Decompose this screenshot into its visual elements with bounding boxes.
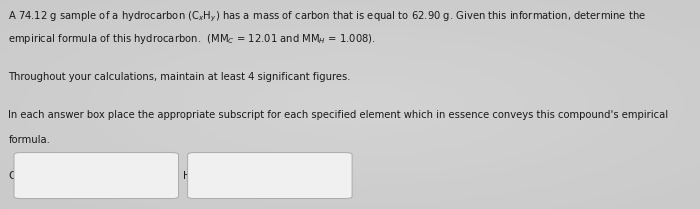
- Text: C: C: [8, 171, 16, 181]
- FancyBboxPatch shape: [188, 153, 352, 199]
- Text: A 74.12 g sample of a hydrocarbon (C$_x$H$_y$) has a mass of carbon that is equa: A 74.12 g sample of a hydrocarbon (C$_x$…: [8, 9, 647, 24]
- Text: H: H: [183, 171, 191, 181]
- FancyBboxPatch shape: [14, 153, 178, 199]
- Text: In each answer box place the appropriate subscript for each specified element wh: In each answer box place the appropriate…: [8, 110, 668, 120]
- Text: formula.: formula.: [8, 135, 50, 145]
- Text: Throughout your calculations, maintain at least 4 significant figures.: Throughout your calculations, maintain a…: [8, 72, 351, 82]
- Text: empirical formula of this hydrocarbon.  (MM$_C$ = 12.01 and MM$_H$ = 1.008).: empirical formula of this hydrocarbon. (…: [8, 32, 377, 46]
